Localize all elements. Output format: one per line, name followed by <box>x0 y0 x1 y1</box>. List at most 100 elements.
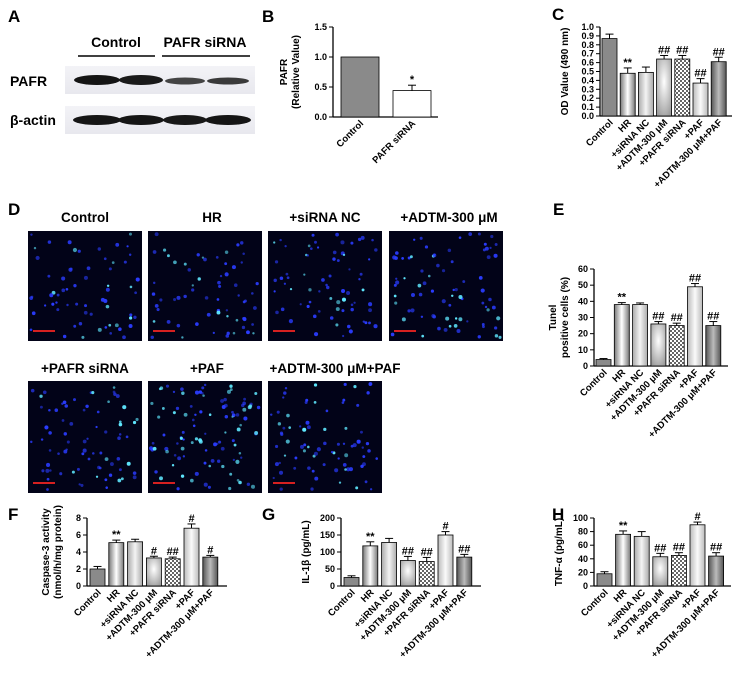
micrograph-title: HR <box>202 210 222 225</box>
bar <box>362 545 379 587</box>
y-axis-label-line: OD Value (490 nm) <box>560 28 571 116</box>
cell-nucleus <box>191 284 194 287</box>
bar <box>687 286 703 367</box>
cell-nucleus <box>48 409 51 412</box>
cell-nucleus <box>115 394 120 399</box>
cell-nucleus <box>454 317 458 320</box>
cell-nucleus <box>235 413 240 417</box>
cell-nucleus <box>346 291 351 296</box>
chart-e: 0 10 20 30 40 50 60 Tunelpositive cells (%) Cont… <box>548 264 728 440</box>
cell-nucleus <box>175 406 180 411</box>
cell-nucleus <box>496 316 501 321</box>
cell-nucleus <box>113 392 117 396</box>
western-blot: Control PAFR siRNA PAFR β-actin <box>10 34 255 134</box>
cell-nucleus <box>248 404 253 408</box>
cell-nucleus <box>100 297 105 302</box>
category-label: Control <box>584 117 616 149</box>
cell-nucleus <box>231 265 236 270</box>
cell-nucleus <box>69 421 74 426</box>
y-tick-label: 0.5 <box>581 67 594 77</box>
blot-group-control: Control <box>91 34 141 50</box>
cell-nucleus <box>240 241 244 245</box>
cell-nucleus <box>77 249 81 253</box>
y-tick-label: 80 <box>578 527 588 537</box>
micrograph-title: Control <box>61 210 109 225</box>
cell-nucleus <box>447 248 452 253</box>
cell-nucleus <box>126 245 129 248</box>
cell-nucleus <box>224 431 227 434</box>
significance-mark: ** <box>623 57 632 69</box>
blot-band <box>207 77 249 85</box>
cell-nucleus <box>180 474 185 478</box>
cell-nucleus <box>66 440 70 444</box>
cell-nucleus <box>445 316 450 321</box>
cell-nucleus <box>228 486 232 491</box>
cell-nucleus <box>150 401 154 406</box>
cell-nucleus <box>162 248 167 252</box>
cell-nucleus <box>361 288 365 292</box>
cell-nucleus <box>154 303 159 308</box>
cell-nucleus <box>325 409 329 413</box>
cell-nucleus <box>111 261 115 264</box>
blot-row-pafr: PAFR <box>10 73 47 89</box>
cell-nucleus <box>302 427 307 432</box>
cell-nucleus <box>80 483 84 487</box>
cell-nucleus <box>452 288 455 292</box>
cell-nucleus <box>237 294 240 297</box>
bar <box>615 533 631 587</box>
cell-nucleus <box>204 449 208 452</box>
significance-mark: ** <box>112 529 121 541</box>
y-axis-label-line: Caspase-3 activity <box>41 508 52 596</box>
cell-nucleus <box>182 455 186 458</box>
bar <box>705 325 722 367</box>
significance-mark: ## <box>421 546 433 558</box>
cell-nucleus <box>208 464 212 468</box>
cell-nucleus <box>303 443 307 447</box>
cell-nucleus <box>246 330 250 335</box>
cell-nucleus <box>350 241 354 245</box>
y-tick-label: 0.4 <box>581 75 594 85</box>
chart-f: 0 2 4 6 8 Caspase-3 activity(nmol/h/mg protei… <box>41 505 227 660</box>
cell-nucleus <box>255 281 259 286</box>
micrograph-title: +ADTM-300 μM <box>400 210 497 225</box>
cell-nucleus <box>57 452 60 455</box>
cell-nucleus <box>123 260 127 264</box>
cell-nucleus <box>484 305 488 309</box>
cell-nucleus <box>30 440 33 444</box>
panel-label-a: A <box>8 7 20 26</box>
cell-nucleus <box>109 332 113 335</box>
cell-nucleus <box>368 302 373 307</box>
cell-nucleus <box>368 308 372 313</box>
y-tick-label: 0.3 <box>581 84 594 94</box>
cell-nucleus <box>215 256 219 259</box>
cell-nucleus <box>462 280 466 283</box>
cell-nucleus <box>229 388 233 392</box>
panel-label-b: B <box>262 7 274 26</box>
cell-nucleus <box>419 236 423 240</box>
cell-nucleus <box>350 307 354 312</box>
cell-nucleus <box>97 247 101 251</box>
cell-nucleus <box>374 248 378 252</box>
cell-nucleus <box>173 297 177 302</box>
cell-nucleus <box>302 449 306 453</box>
cell-nucleus <box>274 260 279 264</box>
y-tick-label: 100 <box>320 547 335 557</box>
cell-nucleus <box>118 420 122 424</box>
bar <box>650 323 667 367</box>
cell-nucleus <box>441 299 446 304</box>
cell-nucleus <box>71 470 75 474</box>
panel-label-e: E <box>553 200 564 219</box>
cell-nucleus <box>134 291 137 295</box>
cell-nucleus <box>172 411 176 415</box>
category-label: Control <box>578 367 610 399</box>
significance-mark: # <box>694 511 700 523</box>
cell-nucleus <box>152 320 156 323</box>
cell-nucleus <box>420 269 424 273</box>
cell-nucleus <box>229 472 233 476</box>
cell-nucleus <box>306 254 310 257</box>
cell-nucleus <box>208 413 212 416</box>
micrograph-3: +siRNA NC <box>268 210 382 341</box>
bar <box>437 534 454 587</box>
cell-nucleus <box>432 253 437 258</box>
cell-nucleus <box>299 303 302 306</box>
